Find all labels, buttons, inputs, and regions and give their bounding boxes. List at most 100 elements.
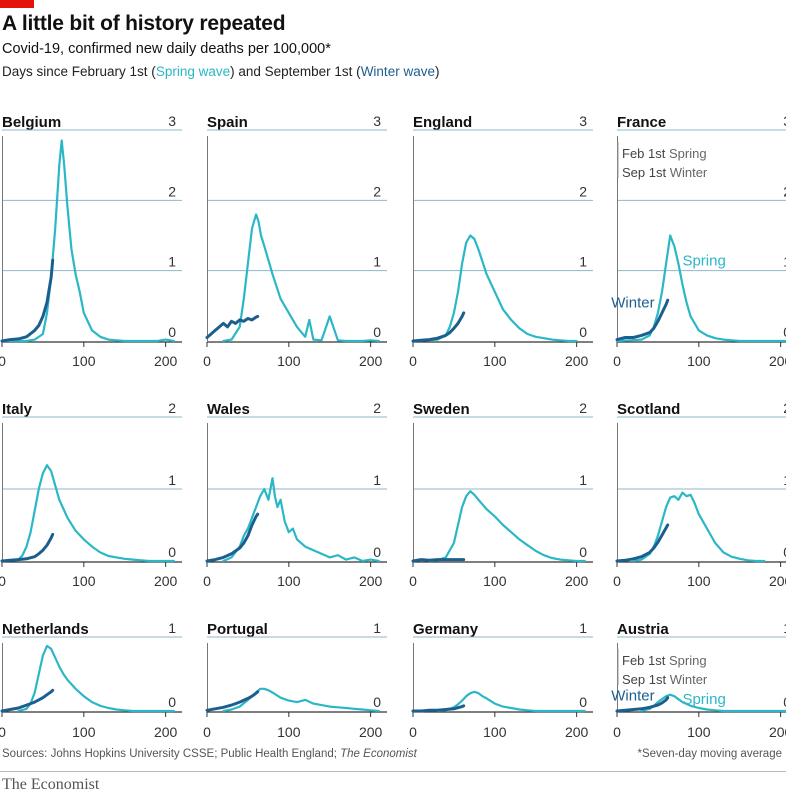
x-tick-label: 0	[203, 573, 211, 589]
y-tick-label: 0	[168, 324, 176, 340]
y-tick-label: 0	[579, 324, 587, 340]
series-line-spring	[0, 139, 175, 343]
legend-date: Sep 1st	[622, 672, 670, 687]
panel-title: Austria	[617, 621, 669, 638]
legend-spring: Feb 1st Spring	[622, 146, 707, 161]
footnote: *Seven-day moving average	[637, 748, 782, 760]
panel-germany: Germany 0 1 0 100 200	[409, 620, 593, 740]
legend-word: Spring	[669, 146, 707, 161]
series-line-winter	[0, 258, 55, 343]
x-tick-label: 200	[769, 724, 786, 740]
panel-title: England	[413, 114, 472, 131]
x-tick-label: 0	[0, 353, 6, 369]
x-tick-label: 200	[565, 573, 589, 589]
x-tick-label: 100	[72, 724, 96, 740]
series-line-spring	[17, 644, 175, 713]
y-tick-label: 2	[783, 183, 786, 199]
panel-italy: Italy 0 1 2 0 100 200	[0, 400, 182, 589]
x-tick-label: 0	[613, 724, 621, 740]
y-tick-label: 0	[373, 544, 381, 560]
legend-spring: Feb 1st Spring	[622, 653, 707, 668]
series-line-spring	[411, 234, 578, 343]
panel-france: France 0 1 2 3 0 100 200 Feb 1st Spring Sep 1st W…	[611, 113, 786, 369]
panel-portugal: Portugal 0 1 0 100 200	[203, 620, 387, 740]
series-line-spring	[0, 464, 175, 563]
inline-label-winter: Winter	[611, 688, 654, 705]
x-tick-label: 200	[769, 353, 786, 369]
y-tick-label: 0	[373, 694, 381, 710]
source-text: Sources: Johns Hopkins University CSSE; …	[2, 748, 341, 760]
panel-belgium: Belgium 0 1 2 3 0 100 200	[0, 113, 182, 369]
series-line-winter	[615, 298, 670, 342]
x-tick-label: 100	[72, 573, 96, 589]
x-tick-label: 100	[483, 353, 507, 369]
series-line-spring	[632, 491, 766, 563]
y-tick-label: 2	[579, 400, 587, 416]
x-tick-label: 200	[359, 353, 383, 369]
panel-england: England 0 1 2 3 0 100 200	[409, 113, 593, 369]
panel-wales: Wales 0 1 2 0 100 200	[203, 400, 387, 589]
y-tick-label: 3	[579, 113, 587, 129]
panel-title: Germany	[413, 621, 479, 638]
y-tick-label: 3	[168, 113, 176, 129]
y-tick-label: 0	[168, 544, 176, 560]
y-tick-label: 0	[783, 694, 786, 710]
x-tick-label: 0	[0, 724, 6, 740]
y-tick-label: 1	[373, 254, 381, 270]
x-tick-label: 100	[277, 724, 301, 740]
panel-title: Scotland	[617, 401, 680, 418]
series-line-winter	[411, 704, 466, 713]
subtitle-prefix: Days since February 1st (	[2, 64, 156, 79]
x-tick-label: 100	[483, 724, 507, 740]
source-italic: The Economist	[340, 748, 417, 760]
inline-label-spring: Spring	[682, 253, 725, 270]
x-tick-label: 200	[359, 573, 383, 589]
y-tick-label: 1	[579, 472, 587, 488]
y-tick-label: 1	[168, 620, 176, 636]
y-tick-label: 0	[579, 694, 587, 710]
x-tick-label: 0	[203, 353, 211, 369]
x-tick-label: 100	[483, 573, 507, 589]
series-line-winter	[205, 690, 260, 712]
x-tick-label: 100	[687, 353, 711, 369]
x-tick-label: 0	[409, 724, 417, 740]
series-line-spring	[222, 213, 380, 343]
x-tick-label: 100	[72, 353, 96, 369]
x-tick-label: 0	[409, 353, 417, 369]
series-line-winter	[615, 696, 670, 713]
x-tick-label: 200	[769, 573, 786, 589]
y-tick-label: 2	[579, 183, 587, 199]
y-tick-label: 0	[373, 324, 381, 340]
legend-winter: Sep 1st Winter	[622, 165, 708, 180]
footer-divider	[0, 771, 786, 772]
series-line-spring	[615, 234, 786, 343]
y-tick-label: 1	[373, 620, 381, 636]
series-line-spring	[436, 690, 586, 713]
x-tick-label: 0	[613, 573, 621, 589]
series-line-winter	[411, 311, 466, 343]
panel-title: Wales	[207, 401, 250, 418]
y-tick-label: 2	[373, 400, 381, 416]
x-tick-label: 0	[409, 573, 417, 589]
winter-wave-label: Winter wave	[360, 64, 435, 79]
panel-title: Netherlands	[2, 621, 89, 638]
panel-title: France	[617, 114, 666, 131]
inline-label-spring: Spring	[682, 691, 725, 708]
brand-wordmark: The Economist	[2, 776, 100, 793]
page-subtitle-days: Days since February 1st (Spring wave) an…	[2, 64, 439, 79]
x-tick-label: 0	[0, 573, 6, 589]
series-line-winter	[0, 688, 55, 713]
panel-title: Spain	[207, 114, 248, 131]
series-line-winter	[205, 314, 260, 339]
series-line-spring	[640, 693, 786, 713]
panel-spain: Spain 0 1 2 3 0 100 200	[203, 113, 387, 369]
series-line-winter	[0, 532, 55, 563]
x-tick-label: 200	[154, 724, 178, 740]
series-line-winter	[615, 523, 670, 563]
legend-winter: Sep 1st Winter	[622, 672, 708, 687]
y-tick-label: 2	[373, 183, 381, 199]
x-tick-label: 200	[359, 724, 383, 740]
page-subtitle: Covid-19, confirmed new daily deaths per…	[2, 41, 331, 57]
subtitle-suffix: )	[434, 64, 440, 79]
